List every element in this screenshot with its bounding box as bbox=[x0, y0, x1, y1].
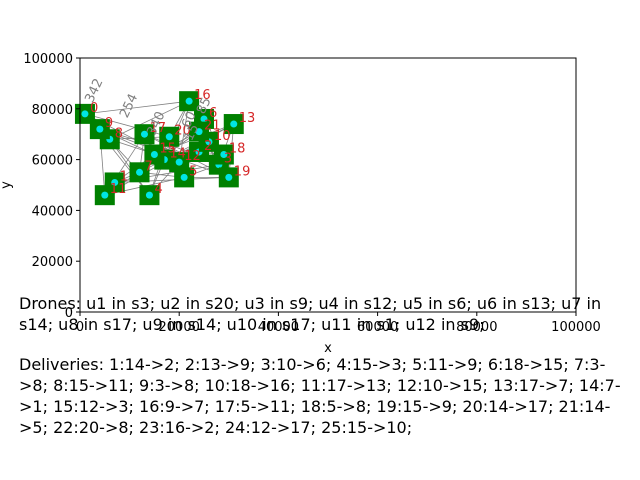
route-edge bbox=[149, 101, 190, 196]
station-point bbox=[180, 173, 188, 181]
route-label: 60 bbox=[179, 109, 200, 130]
x-tick-label: 60000 bbox=[357, 320, 398, 335]
y-tick-label: 0 bbox=[65, 306, 73, 321]
station-label: 12 bbox=[184, 149, 201, 164]
drones-text: Drones: u1 in s3; u2 in s20; u3 in s9; u… bbox=[19, 294, 602, 334]
station-label: 8 bbox=[115, 126, 123, 141]
y-tick-label: 60000 bbox=[32, 154, 73, 169]
station-point bbox=[175, 158, 183, 166]
route-label: 342 bbox=[82, 76, 106, 105]
station-label: 14 bbox=[169, 147, 186, 162]
station-point bbox=[165, 133, 173, 141]
station-label: 15 bbox=[159, 142, 176, 157]
y-axis-label: y bbox=[0, 181, 14, 189]
y-tick-label: 40000 bbox=[32, 204, 73, 219]
station-label: 6 bbox=[209, 106, 217, 121]
y-axis-ticks: 0 20000 40000 60000 80000 100000 bbox=[23, 52, 80, 321]
station-label: 16 bbox=[194, 88, 211, 103]
x-tick-label: 20000 bbox=[159, 320, 200, 335]
station-label: 13 bbox=[239, 111, 256, 126]
station-point bbox=[220, 151, 228, 159]
station-label: 11 bbox=[110, 182, 127, 197]
station-label: 4 bbox=[154, 182, 162, 197]
x-tick-label: 80000 bbox=[456, 320, 497, 335]
x-tick-label: 100000 bbox=[551, 320, 601, 335]
station-point bbox=[185, 97, 193, 105]
station-label: 7 bbox=[145, 159, 153, 174]
station-label: 19 bbox=[234, 164, 251, 179]
route-label: 254 bbox=[117, 92, 141, 121]
station-point bbox=[140, 130, 148, 138]
y-tick-label: 20000 bbox=[32, 255, 73, 270]
station-label: 5 bbox=[189, 164, 197, 179]
station-label: 9 bbox=[105, 116, 113, 131]
station-label: 21 bbox=[204, 119, 221, 134]
station-label: 0 bbox=[90, 101, 98, 116]
route-edge bbox=[109, 100, 190, 140]
station-label: 3 bbox=[224, 152, 232, 167]
route-label: 15 bbox=[182, 122, 203, 143]
station-label: 17 bbox=[149, 121, 166, 136]
station-point bbox=[200, 115, 208, 123]
station-point bbox=[145, 191, 153, 199]
station-point bbox=[230, 120, 238, 128]
y-tick-label: 100000 bbox=[23, 52, 73, 67]
y-tick-label: 80000 bbox=[32, 103, 73, 118]
axes-frame bbox=[79, 57, 577, 313]
station-label: 1 bbox=[120, 169, 128, 184]
station-point bbox=[111, 178, 119, 186]
station-label: 18 bbox=[229, 142, 246, 157]
station-point bbox=[101, 191, 109, 199]
station-markers bbox=[74, 91, 244, 206]
route-edge bbox=[178, 101, 190, 163]
station-point bbox=[150, 151, 158, 159]
x-axis-ticks: 0 20000 40000 60000 80000 100000 bbox=[76, 312, 601, 335]
station-label: 20 bbox=[174, 124, 191, 139]
deliveries-text: Deliveries: 1:14->2; 2:13->9; 3:10->6; 4… bbox=[19, 355, 621, 437]
x-tick-label: 0 bbox=[76, 320, 84, 335]
station-label: 2 bbox=[204, 139, 212, 154]
route-label: 85 bbox=[194, 95, 215, 116]
route-edge bbox=[84, 113, 170, 138]
x-axis-label: x bbox=[324, 341, 332, 356]
station-point bbox=[136, 168, 144, 176]
station-point bbox=[96, 125, 104, 133]
route-edge bbox=[84, 100, 190, 115]
station-label: 10 bbox=[214, 129, 231, 144]
station-point bbox=[81, 110, 89, 118]
station-point bbox=[225, 173, 233, 181]
x-tick-label: 40000 bbox=[258, 320, 299, 335]
station-point bbox=[195, 128, 203, 136]
